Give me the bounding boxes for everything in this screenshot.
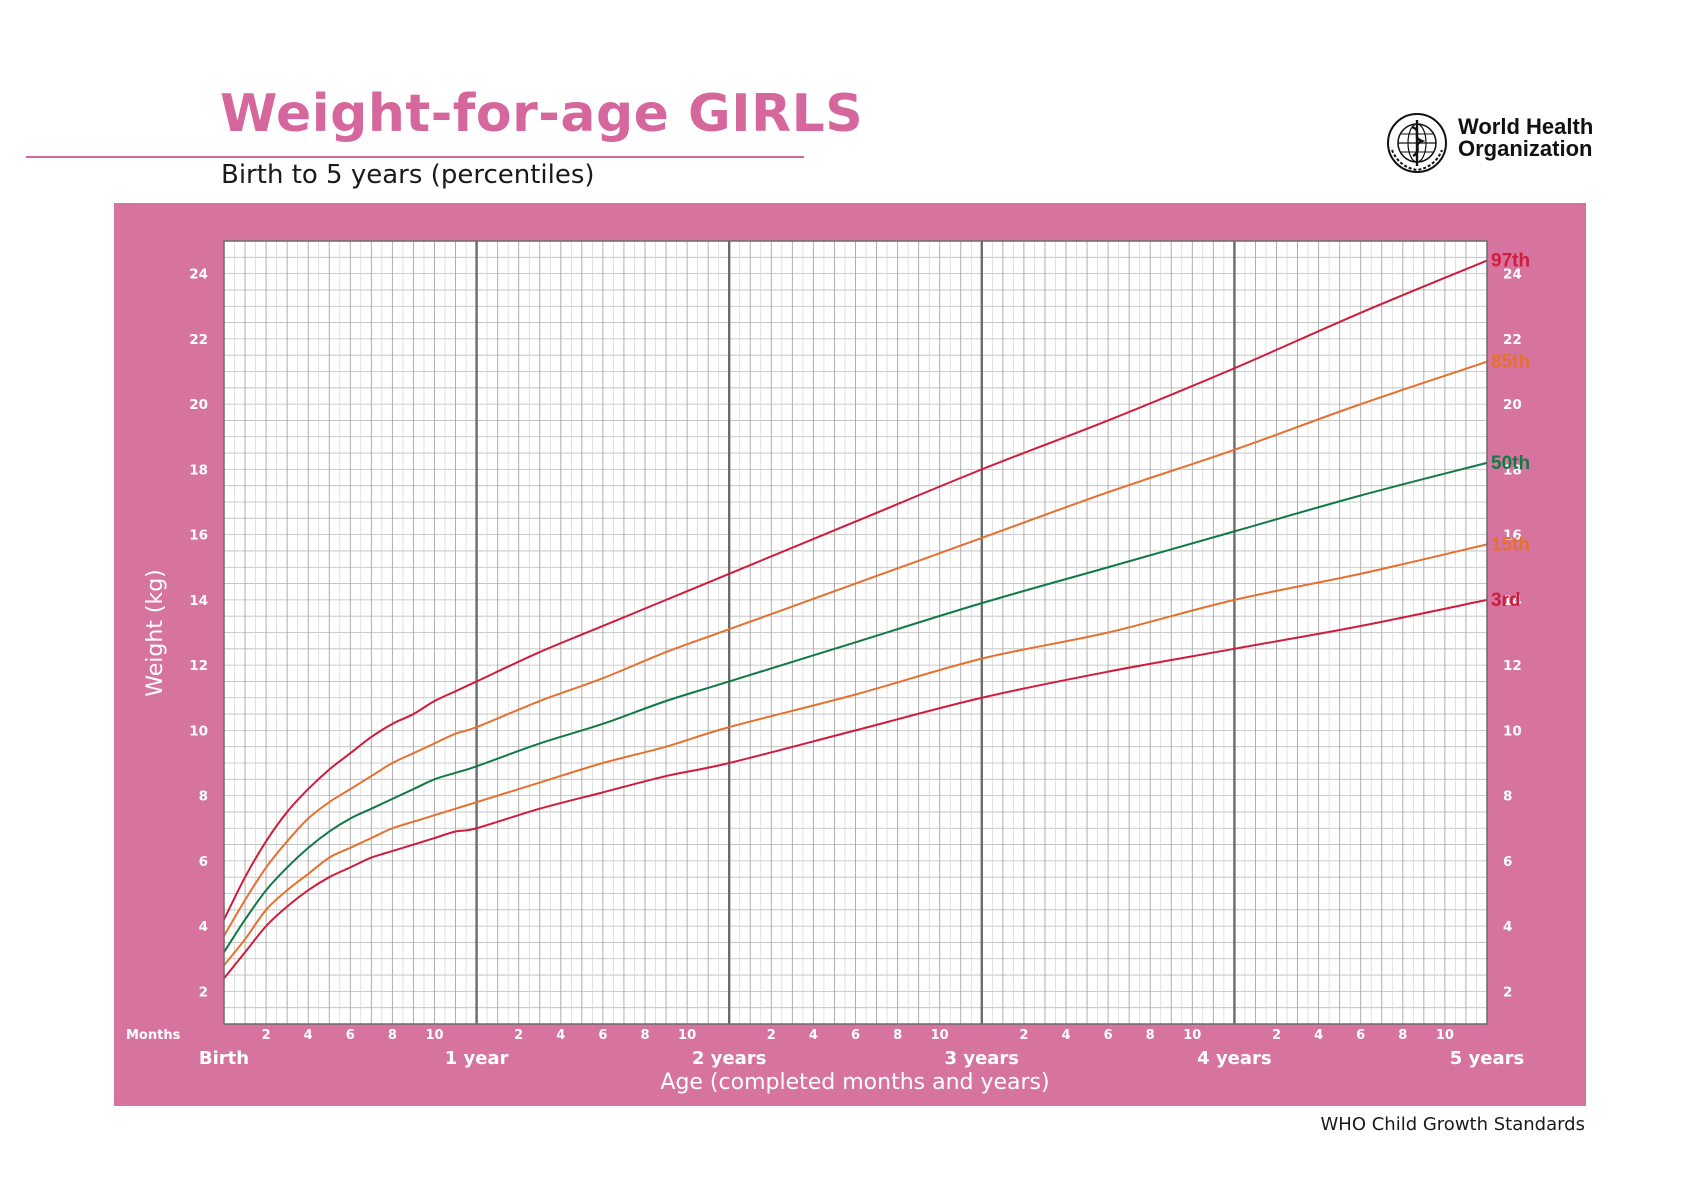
month-tick-label: 8 <box>388 1028 397 1043</box>
x-axis-title: Age (completed months and years) <box>660 1070 1049 1095</box>
y-tick-label-left: 12 <box>189 658 208 674</box>
month-tick-label: 2 <box>1019 1028 1028 1043</box>
month-tick-label: 4 <box>1314 1028 1323 1043</box>
month-tick-label: 6 <box>346 1028 355 1043</box>
month-tick-label: 8 <box>640 1028 649 1043</box>
y-tick-label-left: 10 <box>189 723 208 739</box>
month-tick-label: 8 <box>1146 1028 1155 1043</box>
title-underline <box>26 156 804 158</box>
y-tick-label-left: 22 <box>189 332 208 348</box>
who-logo-line1: World Health <box>1458 114 1594 139</box>
year-tick-label: Birth <box>199 1048 249 1069</box>
series-line-85th <box>223 360 1488 937</box>
page-title: Weight-for-age GIRLS <box>220 84 864 144</box>
weight-for-age-chart: 2 2 4 4 6 6 8 8 10 10 12 12 14 14 16 16 18 18 20 20 22 22 24 24… <box>114 203 1586 1106</box>
y-tick-label-left: 6 <box>199 854 208 870</box>
who-logo-line2: Organization <box>1458 136 1593 161</box>
month-tick-label: 10 <box>1436 1028 1454 1043</box>
month-tick-label: 4 <box>556 1028 565 1043</box>
y-tick-label-right: 18 <box>1503 462 1522 478</box>
y-tick-label-left: 18 <box>189 462 208 478</box>
y-tick-label-right: 20 <box>1503 397 1522 413</box>
y-tick-label-right: 24 <box>1503 267 1522 283</box>
series-label-3rd: 3rd <box>1491 590 1521 611</box>
year-tick-label: 5 years <box>1450 1048 1524 1069</box>
month-tick-label: 6 <box>1104 1028 1113 1043</box>
series-labels: 3rd 15th 50th 85th 97th <box>1491 251 1530 611</box>
who-logo: World Health Organization <box>1386 112 1593 176</box>
month-tick-label: 8 <box>893 1028 902 1043</box>
y-tick-label-right: 14 <box>1503 593 1522 609</box>
year-tick-label: 3 years <box>945 1048 1019 1069</box>
series-lines <box>223 259 1488 979</box>
year-tick-label: 1 year <box>445 1048 509 1069</box>
month-tick-label: 2 <box>1272 1028 1281 1043</box>
month-tick-label: 10 <box>678 1028 696 1043</box>
y-tick-label-right: 6 <box>1503 854 1512 870</box>
y-tick-label-left: 2 <box>199 984 208 1000</box>
series-label-15th: 15th <box>1491 534 1530 555</box>
series-label-97th: 97th <box>1491 251 1530 272</box>
month-tick-label: 10 <box>425 1028 443 1043</box>
y-tick-label-left: 8 <box>199 789 208 805</box>
series-label-50th: 50th <box>1491 453 1530 474</box>
y-tick-label-right: 16 <box>1503 528 1522 544</box>
series-line-3rd <box>223 598 1488 979</box>
y-axis-title: Weight (kg) <box>143 569 168 697</box>
month-tick-label: 10 <box>931 1028 949 1043</box>
series-line-15th <box>223 543 1488 966</box>
grid <box>224 240 1487 1025</box>
y-tick-label-right: 10 <box>1503 723 1522 739</box>
series-label-85th: 85th <box>1491 352 1530 373</box>
y-tick-label-left: 14 <box>189 593 208 609</box>
month-tick-label: 10 <box>1183 1028 1201 1043</box>
y-tick-label-left: 24 <box>189 267 208 283</box>
month-tick-label: 6 <box>1356 1028 1365 1043</box>
who-emblem-icon <box>1387 113 1447 173</box>
month-tick-label: 2 <box>514 1028 523 1043</box>
y-tick-label-right: 22 <box>1503 332 1522 348</box>
y-tick-label-right: 8 <box>1503 789 1512 805</box>
month-tick-label: 6 <box>851 1028 860 1043</box>
footer-text: WHO Child Growth Standards <box>1320 1114 1586 1135</box>
series-line-97th <box>223 259 1488 921</box>
y-tick-label-left: 20 <box>189 397 208 413</box>
y-tick-label-left: 16 <box>189 528 208 544</box>
month-tick-label: 2 <box>262 1028 271 1043</box>
months-label: Months <box>126 1028 181 1043</box>
y-tick-label-right: 12 <box>1503 658 1522 674</box>
month-tick-label: 8 <box>1398 1028 1407 1043</box>
plot-border <box>223 240 1488 1025</box>
month-tick-label: 6 <box>598 1028 607 1043</box>
who-logo-label: World Health Organization <box>1458 116 1593 160</box>
month-tick-label: 2 <box>767 1028 776 1043</box>
y-tick-label-left: 4 <box>199 919 208 935</box>
year-tick-label: 2 years <box>692 1048 766 1069</box>
month-tick-label: 4 <box>809 1028 818 1043</box>
page-subtitle: Birth to 5 years (percentiles) <box>221 160 595 190</box>
year-tick-label: 4 years <box>1197 1048 1271 1069</box>
y-tick-label-right: 2 <box>1503 984 1512 1000</box>
month-tick-label: 4 <box>1061 1028 1070 1043</box>
y-tick-label-right: 4 <box>1503 919 1512 935</box>
month-tick-label: 4 <box>304 1028 313 1043</box>
series-line-50th <box>223 461 1488 953</box>
